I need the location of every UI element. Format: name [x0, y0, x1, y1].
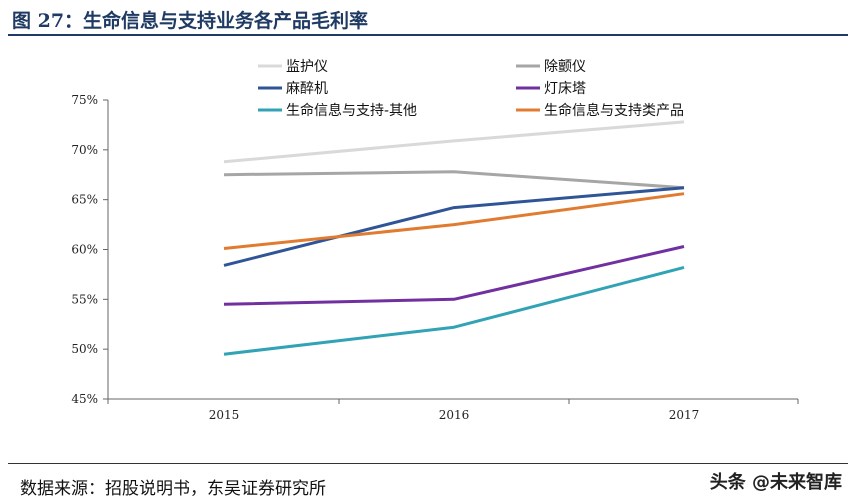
series-line-1	[223, 120, 685, 164]
x-tick-label: 2016	[439, 408, 470, 422]
legend-label-1: 监护仪	[286, 59, 328, 75]
legend-label-4: 灯床塔	[544, 81, 586, 97]
y-tick-label: 75%	[71, 93, 98, 107]
data-source: 数据来源：招股说明书，东吴证券研究所	[20, 479, 326, 499]
series-line-3	[223, 186, 685, 267]
watermark: 头条 @未来智库	[709, 472, 842, 493]
legend-label-3: 麻醉机	[286, 81, 328, 97]
footer-divider	[8, 463, 848, 464]
y-tick-label: 55%	[71, 292, 98, 306]
y-tick-label: 50%	[71, 342, 98, 356]
series-line-4	[223, 245, 685, 306]
series-line-5	[223, 265, 685, 356]
legend-label-2: 除颤仪	[544, 59, 586, 75]
x-tick-label: 2015	[209, 408, 240, 422]
y-tick-label: 70%	[71, 143, 98, 157]
y-tick-label: 60%	[71, 243, 98, 257]
y-tick-label: 65%	[71, 193, 98, 207]
legend-label-6: 生命信息与支持类产品	[544, 102, 684, 119]
page-title: 图 27：生命信息与支持业务各产品毛利率	[12, 10, 369, 32]
title-bar: 图 27：生命信息与支持业务各产品毛利率	[8, 4, 848, 36]
x-tick-label: 2017	[669, 408, 700, 422]
series-line-2	[223, 170, 685, 190]
legend-label-5: 生命信息与支持-其他	[286, 102, 417, 119]
y-tick-label: 45%	[71, 392, 98, 406]
series-line-6	[223, 192, 685, 250]
